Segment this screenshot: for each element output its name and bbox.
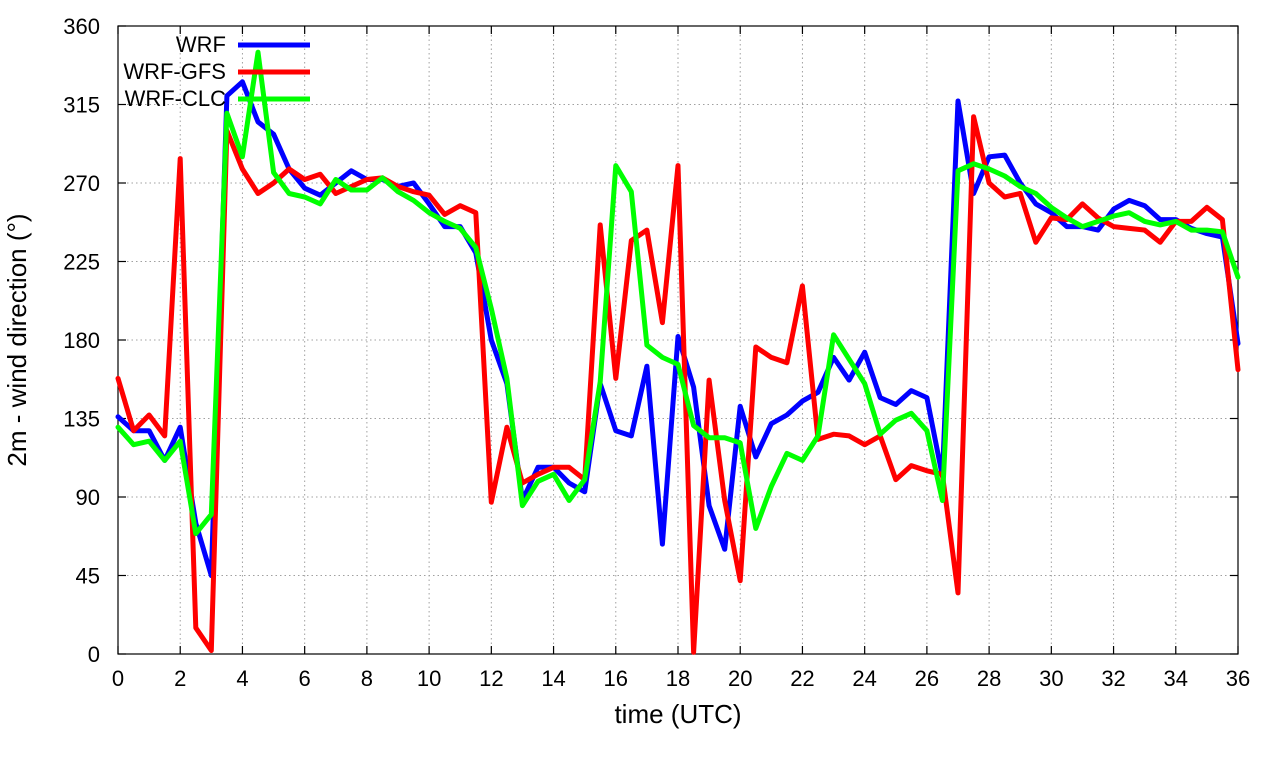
x-tick-label: 0 [112, 666, 124, 691]
series-line-wrf-gfs [115, 114, 1241, 655]
x-tick-label: 6 [299, 666, 311, 691]
x-tick-label: 14 [541, 666, 565, 691]
x-tick-label: 16 [604, 666, 628, 691]
x-tick-label: 30 [1039, 666, 1063, 691]
x-tick-label: 20 [728, 666, 752, 691]
x-tick-label: 26 [915, 666, 939, 691]
axis-ticks: 0 2 4 6 8 10 12 14 16 18 20 22 24 26 28 30 32 34 360459013… [63, 14, 1250, 691]
series-line-wrf-clc [115, 49, 1241, 537]
x-tick-label: 8 [361, 666, 373, 691]
x-tick-label: 10 [417, 666, 441, 691]
y-tick-label: 270 [63, 171, 100, 196]
x-axis-label: time (UTC) [614, 699, 741, 729]
x-tick-label: 12 [479, 666, 503, 691]
y-tick-label: 225 [63, 250, 100, 275]
series-line-wrf [115, 79, 1241, 578]
x-tick-label: 28 [977, 666, 1001, 691]
x-tick-label: 36 [1226, 666, 1250, 691]
y-tick-label: 90 [76, 485, 100, 510]
legend-label: WRF-CLC [125, 86, 227, 111]
y-tick-label: 180 [63, 328, 100, 353]
x-tick-label: 24 [852, 666, 876, 691]
x-tick-label: 18 [666, 666, 690, 691]
x-tick-label: 2 [174, 666, 186, 691]
grid [118, 26, 1238, 654]
x-tick-label: 4 [236, 666, 248, 691]
y-tick-label: 45 [76, 564, 100, 589]
x-tick-label: 34 [1164, 666, 1188, 691]
x-tick-label: 22 [790, 666, 814, 691]
y-tick-label: 0 [88, 642, 100, 667]
y-tick-label: 135 [63, 407, 100, 432]
legend-label: WRF [176, 32, 226, 57]
legend-label: WRF-GFS [123, 59, 226, 84]
y-tick-label: 315 [63, 93, 100, 118]
y-axis-label: 2m - wind direction (°) [2, 213, 32, 466]
series-layer [115, 49, 1241, 655]
y-tick-label: 360 [63, 14, 100, 39]
x-tick-label: 32 [1101, 666, 1125, 691]
